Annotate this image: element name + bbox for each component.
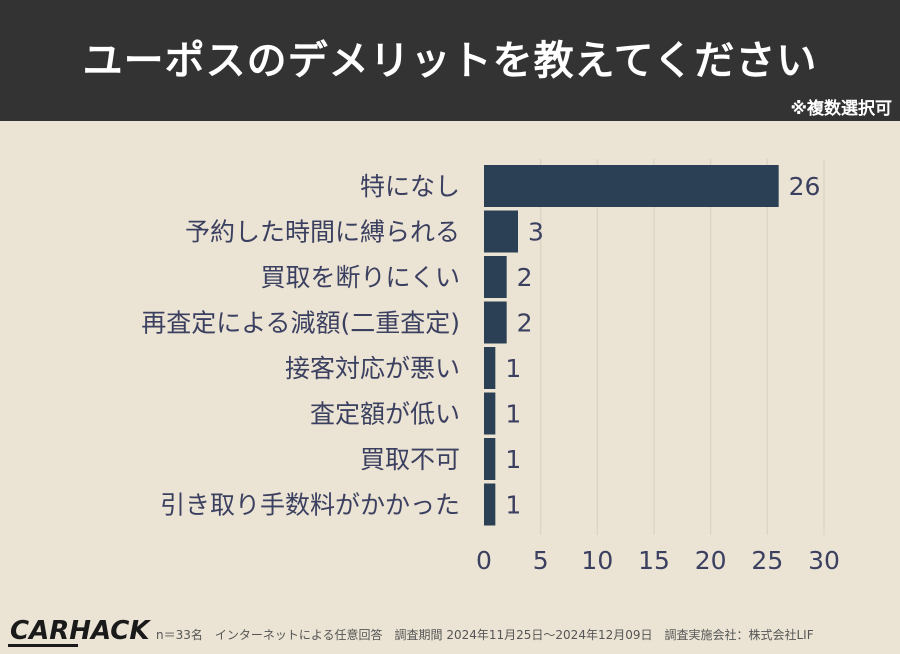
category-label: 予約した時間に縛られる bbox=[185, 218, 460, 247]
footer: CARHACK n＝33名 インターネットによる任意回答 調査期間 2024年1… bbox=[0, 616, 900, 654]
value-label: 1 bbox=[505, 445, 521, 474]
category-label: 引き取り手数料がかかった bbox=[160, 491, 460, 520]
carhack-logo: CARHACK bbox=[10, 616, 150, 646]
category-label: 買取不可 bbox=[360, 445, 460, 474]
value-label: 26 bbox=[789, 172, 821, 201]
x-tick-label: 15 bbox=[638, 546, 670, 575]
survey-info-text: n＝33名 インターネットによる任意回答 調査期間 2024年11月25日～20… bbox=[156, 628, 814, 642]
x-tick-label: 5 bbox=[533, 546, 549, 575]
bar bbox=[484, 256, 507, 298]
bar bbox=[484, 392, 496, 435]
bar bbox=[484, 483, 496, 526]
category-label: 特になし bbox=[360, 172, 460, 201]
value-label: 1 bbox=[505, 491, 521, 520]
x-tick-label: 10 bbox=[581, 546, 613, 575]
logo-underline bbox=[8, 644, 78, 647]
value-label: 1 bbox=[505, 400, 521, 429]
x-tick-label: 30 bbox=[808, 546, 840, 575]
bar-chart: 特になし 26 予約した時間に縛られる 3 買取を断りにくい 2 再査定による減額(二重査定… bbox=[141, 159, 840, 575]
bar bbox=[484, 301, 507, 344]
page-title: ユーポスのデメリットを教えてください bbox=[82, 38, 818, 84]
value-label: 2 bbox=[517, 309, 533, 338]
x-tick-label: 0 bbox=[476, 546, 492, 575]
category-label: 接客対応が悪い bbox=[285, 354, 460, 383]
value-label: 3 bbox=[528, 218, 544, 247]
value-label: 2 bbox=[517, 263, 533, 292]
x-tick-label: 25 bbox=[751, 546, 783, 575]
bar bbox=[484, 347, 496, 389]
value-label: 1 bbox=[505, 354, 521, 383]
bar bbox=[484, 210, 518, 253]
x-tick-label: 20 bbox=[695, 546, 727, 575]
header-banner: ユーポスのデメリットを教えてください ※複数選択可 bbox=[0, 0, 900, 121]
multi-select-note: ※複数選択可 bbox=[790, 99, 892, 119]
category-label: 査定額が低い bbox=[310, 400, 460, 429]
bar bbox=[484, 438, 496, 480]
bar bbox=[484, 165, 779, 207]
category-label: 再査定による減額(二重査定) bbox=[141, 309, 460, 338]
category-label: 買取を断りにくい bbox=[260, 263, 460, 292]
